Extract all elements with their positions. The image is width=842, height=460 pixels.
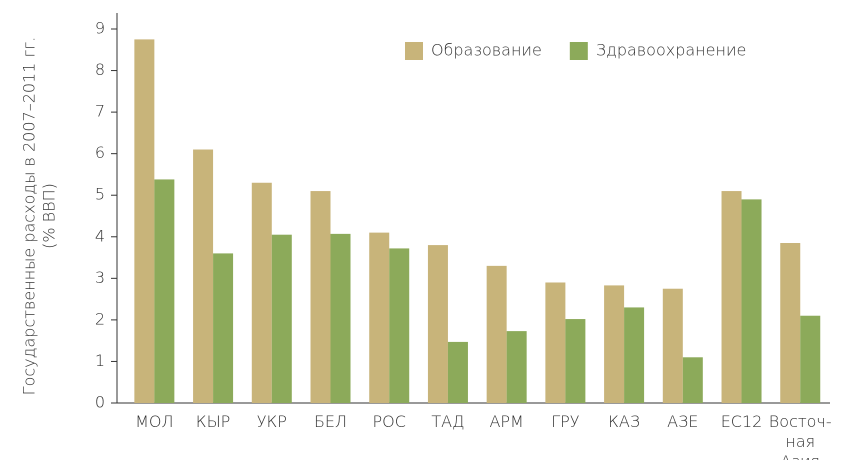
- bar: [389, 248, 410, 403]
- x-tick-label: ГРУ: [551, 412, 580, 431]
- bar: [545, 282, 566, 403]
- bar: [741, 199, 762, 403]
- x-tick-label: УКР: [256, 412, 287, 431]
- bar: [310, 191, 331, 403]
- x-tick-label: АРМ: [489, 412, 524, 431]
- x-tick-label: АЗЕ: [667, 412, 699, 431]
- bar: [193, 149, 214, 403]
- bar: [369, 232, 390, 403]
- bar: [565, 319, 586, 403]
- y-tick-label: 8: [95, 60, 105, 79]
- x-tick-label: КАЗ: [608, 412, 641, 431]
- y-tick-label: 9: [95, 19, 105, 38]
- x-tick-label: МОЛ: [135, 412, 174, 431]
- bar: [662, 288, 683, 403]
- bar: [780, 243, 801, 403]
- x-tick-label: ЕС12: [720, 412, 763, 431]
- bar: [486, 265, 507, 403]
- y-tick-label: 0: [95, 393, 105, 412]
- legend-swatch: [405, 42, 423, 60]
- x-tick-label: ТАД: [431, 412, 465, 431]
- y-label: Государственные расходы в 2007–2011 гг. …: [20, 37, 59, 396]
- x-tick-label: Восточ- ная Азия: [768, 412, 832, 460]
- y-tick-label: 7: [95, 102, 105, 121]
- bar: [427, 245, 448, 403]
- bar: [447, 341, 468, 403]
- y-tick-label: 1: [95, 351, 105, 370]
- bar: [271, 234, 292, 403]
- legend-swatch: [569, 42, 588, 60]
- y-tick-label: 5: [95, 185, 105, 204]
- y-label-line: Государственные расходы в 2007–2011 гг.: [20, 37, 39, 396]
- y-tick-label: 6: [95, 143, 105, 162]
- legend-label: Здравоохранение: [596, 41, 747, 60]
- legend-label: Образование: [431, 41, 542, 60]
- bar: [506, 331, 527, 403]
- bar: [624, 307, 645, 403]
- x-tick-label: РОС: [372, 412, 406, 431]
- x-tick-label: БЕЛ: [313, 412, 348, 431]
- bar: [213, 253, 234, 403]
- x-tick-label: КЫР: [195, 412, 231, 431]
- y-tick-label: 3: [95, 268, 105, 287]
- y-tick-label: 4: [95, 226, 105, 245]
- bar: [134, 39, 155, 404]
- bar: [800, 315, 821, 403]
- bar: [721, 191, 742, 403]
- bar: [251, 182, 272, 403]
- bar: [154, 179, 175, 403]
- bar: [604, 285, 625, 403]
- bar: [330, 233, 351, 403]
- y-tick-label: 2: [95, 309, 105, 328]
- bar: [682, 357, 703, 403]
- y-label-line: (% ВВП): [40, 183, 59, 249]
